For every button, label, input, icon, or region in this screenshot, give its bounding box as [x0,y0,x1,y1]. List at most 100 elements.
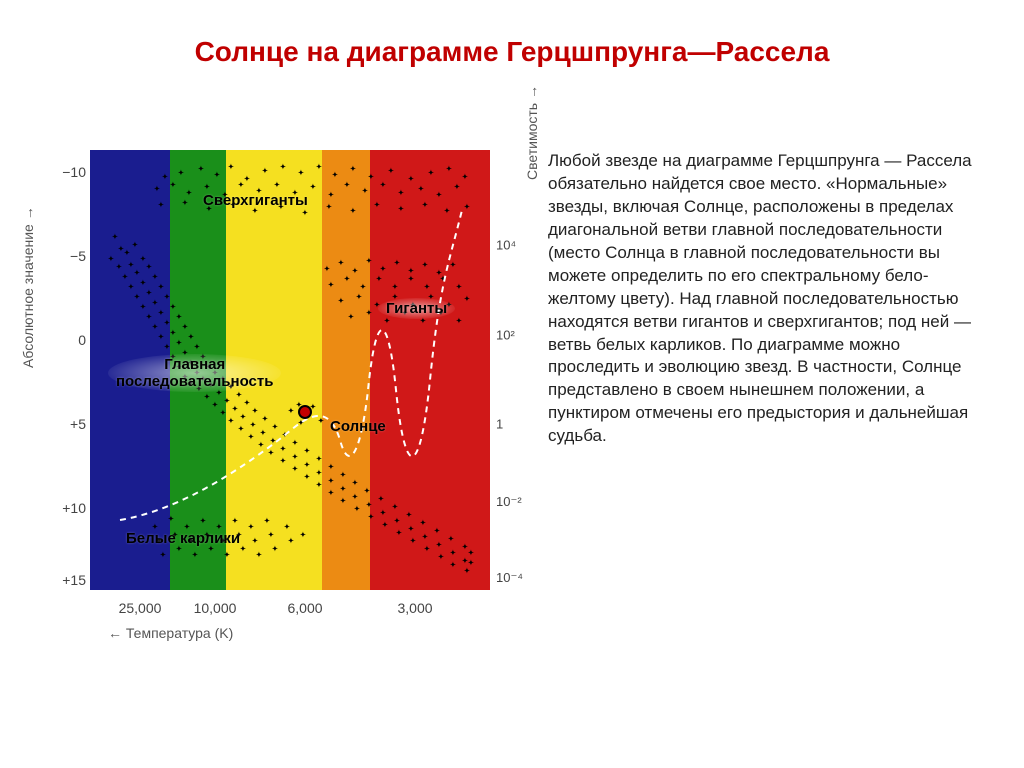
star-point [282,434,286,438]
star-point [464,298,468,302]
y-left-tick: −5 [56,248,86,264]
star-point [262,170,266,174]
y-left-tick: 0 [56,332,86,348]
star-point [194,346,198,350]
star-point [300,534,304,538]
star-point [168,518,172,522]
star-point [436,194,440,198]
star-point [340,474,344,478]
region-label: Белые карлики [118,528,248,549]
star-point [132,244,136,248]
star-point [364,490,368,494]
star-point [248,526,252,530]
x-tick: 25,000 [119,600,162,616]
region-label: Сверхгиганты [195,190,316,211]
star-point [462,546,466,550]
star-point [392,286,396,290]
star-point [418,188,422,192]
star-point [356,296,360,300]
star-point [158,312,162,316]
star-point [344,278,348,282]
star-point [198,168,202,172]
star-point [160,554,164,558]
y-left-tick: +15 [56,572,86,588]
star-point [464,570,468,574]
star-point [448,538,452,542]
star-point [316,472,320,476]
star-point [368,516,372,520]
star-point [182,202,186,206]
star-point [140,258,144,262]
star-point [382,524,386,528]
region-label: Гиганты [378,298,455,319]
star-point [200,520,204,524]
star-point [420,522,424,526]
y-right-tick: 10² [496,328,515,343]
star-point [376,278,380,282]
star-point [292,442,296,446]
star-point [366,312,370,316]
star-point [272,426,276,430]
star-point [288,410,292,414]
star-point [444,210,448,214]
star-point [424,548,428,552]
star-point [394,262,398,266]
star-point [232,408,236,412]
y-left-axis-label: Абсолютное значение → [20,206,36,368]
star-point [170,184,174,188]
star-point [462,176,466,180]
star-point [420,320,424,324]
star-point [360,286,364,290]
star-point [256,554,260,558]
star-point [304,476,308,480]
description-text: Любой звезде на диаграмме Герцшпрунга — … [536,140,1006,700]
star-point [292,456,296,460]
star-point [438,556,442,560]
star-point [146,292,150,296]
star-point [128,264,132,268]
star-point [140,306,144,310]
star-point [408,278,412,282]
y-right-tick: 10⁴ [496,238,516,253]
star-point [394,520,398,524]
star-point [158,286,162,290]
star-point [464,206,468,210]
plot-area: СверхгигантыГигантыГлавнаяпоследовательн… [90,150,490,590]
star-point [374,204,378,208]
star-point [272,548,276,552]
star-point [236,394,240,398]
star-point [232,520,236,524]
star-point [238,428,242,432]
star-point [316,484,320,488]
star-point [238,184,242,188]
star-point [298,172,302,176]
star-point [146,316,150,320]
star-point [380,184,384,188]
star-point [340,500,344,504]
star-point [140,282,144,286]
star-point [408,270,412,274]
star-point [212,404,216,408]
star-point [338,262,342,266]
star-point [450,264,454,268]
star-point [176,342,180,346]
star-point [112,236,116,240]
star-point [134,272,138,276]
star-point [204,396,208,400]
y-left-tick: −10 [56,164,86,180]
y-right-axis-label: Светимость → [524,85,540,180]
y-left-tick: +5 [56,416,86,432]
x-tick: 6,000 [287,600,322,616]
star-point [316,166,320,170]
star-point [164,322,168,326]
star-point [398,192,402,196]
content-row: Абсолютное значение → Светимость → Сверх… [18,140,1006,700]
star-point [350,210,354,214]
star-point [260,432,264,436]
star-point [434,530,438,534]
star-point [450,552,454,556]
star-point [288,540,292,544]
star-point [252,540,256,544]
star-point [284,526,288,530]
star-point [186,192,190,196]
